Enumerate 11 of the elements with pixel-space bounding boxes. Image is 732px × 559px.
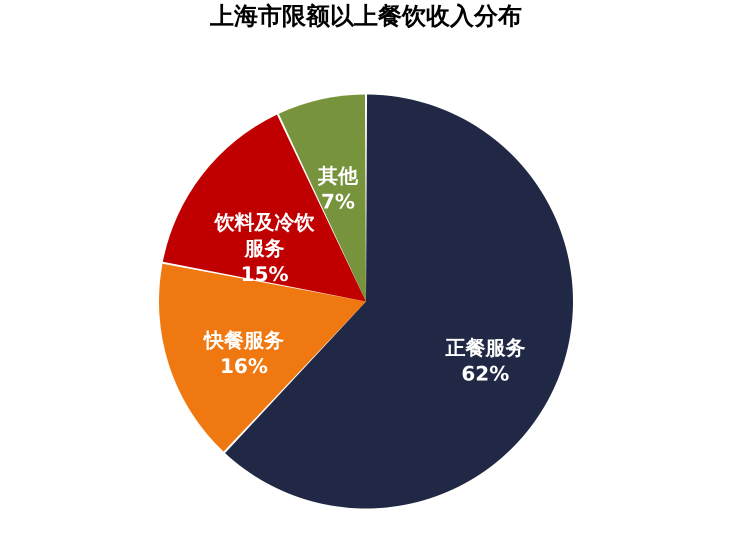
chart-title: 上海市限额以上餐饮收入分布	[209, 2, 522, 30]
slice-label: 其他	[317, 163, 360, 188]
data-label: 16%	[220, 354, 268, 378]
pie-slice	[162, 114, 366, 302]
slice-label: 快餐服务	[202, 328, 284, 352]
slice-label: 正餐服务	[444, 336, 526, 360]
data-label: 15%	[240, 262, 289, 286]
data-label: 7%	[321, 189, 355, 214]
slice-label: 饮料及冷饮服务	[214, 210, 316, 260]
data-label: 62%	[461, 362, 510, 386]
pie-slice	[159, 264, 366, 452]
